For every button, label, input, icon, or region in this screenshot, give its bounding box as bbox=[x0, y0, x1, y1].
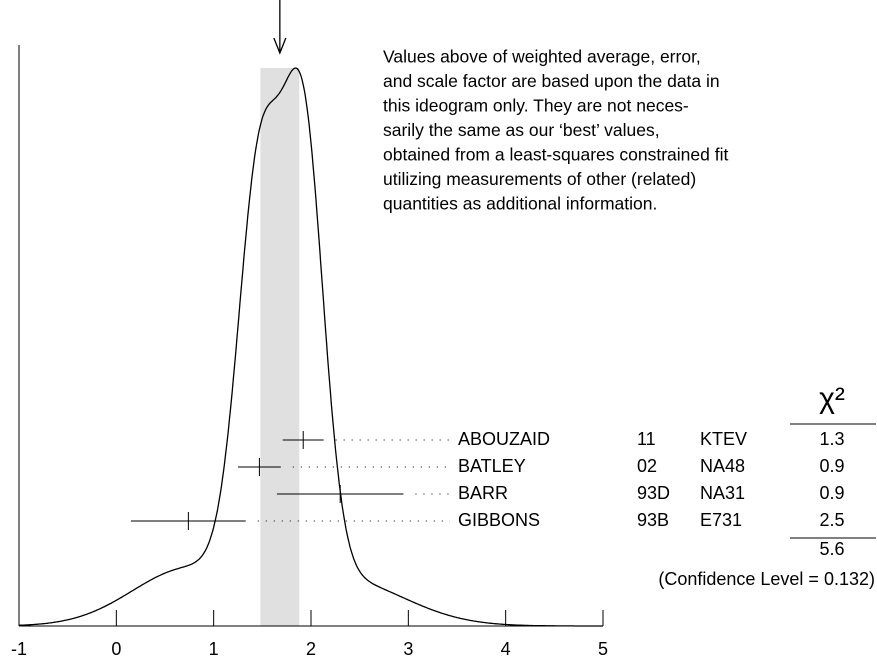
name: BATLEY bbox=[458, 456, 526, 476]
x-tick-label: 1 bbox=[209, 639, 219, 659]
x-tick-label: 3 bbox=[403, 639, 413, 659]
experiment: NA31 bbox=[700, 483, 745, 503]
chi2: 0.9 bbox=[819, 483, 844, 503]
note-line: quantities as additional information. bbox=[383, 194, 657, 214]
chi2: 1.3 bbox=[819, 429, 844, 449]
note-line: and scale factor are based upon the data… bbox=[383, 71, 720, 91]
note-line: this ideogram only. They are not neces- bbox=[383, 96, 689, 116]
x-tick-label: 5 bbox=[598, 639, 608, 659]
name: GIBBONS bbox=[458, 510, 540, 530]
chi2: 0.9 bbox=[819, 456, 844, 476]
name: ABOUZAID bbox=[458, 429, 550, 449]
arrow-head bbox=[273, 37, 287, 55]
note-line: utilizing measurements of other (related… bbox=[383, 169, 696, 189]
confidence-level: (Confidence Level = 0.132) bbox=[658, 569, 875, 589]
year: 11 bbox=[637, 429, 656, 449]
name: BARR bbox=[458, 483, 508, 503]
chi2-header: χ² bbox=[819, 382, 845, 415]
x-tick-label: 2 bbox=[306, 639, 316, 659]
x-tick-label: 4 bbox=[501, 639, 511, 659]
note-line: sarily the same as our ‘best’ values, bbox=[383, 120, 660, 140]
year: 02 bbox=[637, 456, 657, 476]
experiment: NA48 bbox=[700, 456, 745, 476]
note-line: Values above of weighted average, error, bbox=[383, 47, 701, 67]
chi2-total: 5.6 bbox=[819, 539, 844, 559]
x-tick-label: -1 bbox=[11, 639, 27, 659]
x-tick-label: 0 bbox=[111, 639, 121, 659]
chi2: 2.5 bbox=[819, 510, 844, 530]
experiment: KTEV bbox=[700, 429, 747, 449]
year: 93B bbox=[637, 510, 669, 530]
note-line: obtained from a least-squares constraine… bbox=[383, 145, 728, 165]
year: 93D bbox=[637, 483, 670, 503]
average-band bbox=[260, 68, 300, 626]
experiment: E731 bbox=[700, 510, 742, 530]
